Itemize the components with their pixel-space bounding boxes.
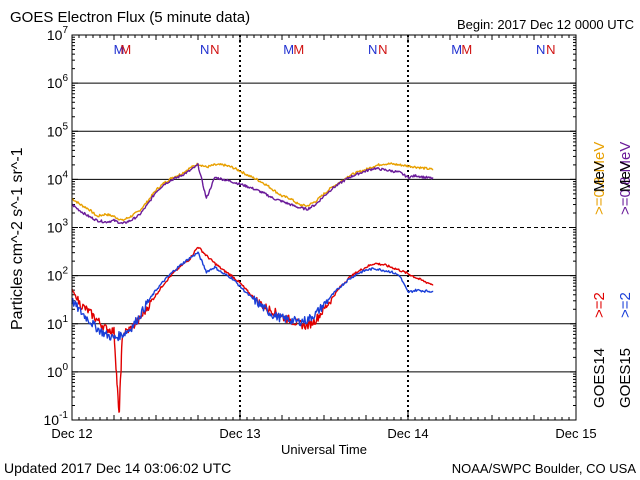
y-axis-label: Particles cm^-2 s^-1 sr^-1 <box>9 147 26 330</box>
x-tick-label: Dec 14 <box>387 426 428 441</box>
marker-n: N <box>378 42 387 57</box>
y-tick-label: 106 <box>47 73 69 91</box>
series-goes15-2-mev <box>71 251 434 342</box>
legend-mev-label-2: MeV <box>617 161 634 192</box>
y-tick-base: 10 <box>47 316 63 332</box>
y-tick-base: 10 <box>47 268 63 284</box>
y-tick-label: 107 <box>47 25 69 43</box>
satellite-markers: MM N N M M N N M M N N <box>114 42 556 57</box>
series-goes14-0-8-mev <box>71 162 434 222</box>
y-tick-label: 103 <box>47 218 69 236</box>
y-tick-exponent: 5 <box>62 121 68 132</box>
plot-frame <box>71 34 577 421</box>
begin-label: Begin: 2017 Dec 12 0000 UTC <box>457 17 634 32</box>
y-tick-label: 10-1 <box>44 410 69 428</box>
marker-m: M <box>120 42 131 57</box>
updated-label: Updated 2017 Dec 14 03:06:02 UTC <box>4 460 231 476</box>
grid-lines <box>72 35 576 420</box>
legend-red-label: >=2 <box>591 292 608 318</box>
x-axis-label: Universal Time <box>281 442 367 457</box>
legend-goes15-label: GOES15 <box>617 348 634 408</box>
marker-n: N <box>536 42 545 57</box>
y-tick-base: 10 <box>47 220 63 236</box>
y-tick-base: 10 <box>47 27 63 43</box>
x-tick-label: Dec 13 <box>219 426 260 441</box>
legend-purple-label: >=0.8 MeV <box>617 142 634 215</box>
y-tick-base: 10 <box>47 364 63 380</box>
series-goes14-2-mev <box>71 246 434 413</box>
y-tick-base: 10 <box>47 75 63 91</box>
marker-m: M <box>293 42 304 57</box>
marker-n: N <box>368 42 377 57</box>
credit-label: NOAA/SWPC Boulder, CO USA <box>452 461 637 476</box>
right-legend: >=0.8 MeV >=0.8 MeV MeV MeV >=2 >=2 GOES… <box>591 142 634 408</box>
y-tick-label: 100 <box>47 362 69 380</box>
marker-m: M <box>451 42 462 57</box>
y-tick-base: 10 <box>47 171 63 187</box>
marker-m: M <box>114 42 125 57</box>
marker-n: N <box>200 42 209 57</box>
y-tick-exponent: 2 <box>62 266 68 277</box>
y-tick-exponent: 6 <box>62 73 68 84</box>
y-tick-exponent: -1 <box>59 410 68 421</box>
legend-blue-label: >=2 <box>617 292 634 318</box>
y-tick-base: 10 <box>44 412 60 428</box>
y-tick-label: 101 <box>47 314 69 332</box>
x-tick-label: Dec 15 <box>555 426 596 441</box>
marker-m: M <box>461 42 472 57</box>
y-axis-label-text: Particles cm^-2 s^-1 sr^-1 <box>9 147 26 330</box>
y-tick-exponent: 4 <box>62 169 68 180</box>
legend-mev-label: MeV <box>591 161 608 192</box>
y-tick-exponent: 1 <box>62 314 68 325</box>
x-tick-label: Dec 12 <box>51 426 92 441</box>
y-tick-label: 102 <box>47 266 69 284</box>
y-tick-base: 10 <box>47 123 63 139</box>
marker-m: M <box>283 42 294 57</box>
marker-n: N <box>546 42 555 57</box>
y-tick-label: 104 <box>47 169 69 187</box>
legend-orange-label: >=0.8 MeV <box>591 142 608 215</box>
chart-title: GOES Electron Flux (5 minute data) <box>10 9 250 26</box>
marker-n: N <box>210 42 219 57</box>
legend-goes14-label: GOES14 <box>591 348 608 408</box>
data-series <box>71 162 434 413</box>
y-tick-exponent: 0 <box>62 362 68 373</box>
y-tick-exponent: 3 <box>62 218 68 229</box>
series-goes15-0-8-mev <box>71 162 434 225</box>
y-tick-label: 105 <box>47 121 69 139</box>
y-tick-exponent: 7 <box>62 25 68 36</box>
